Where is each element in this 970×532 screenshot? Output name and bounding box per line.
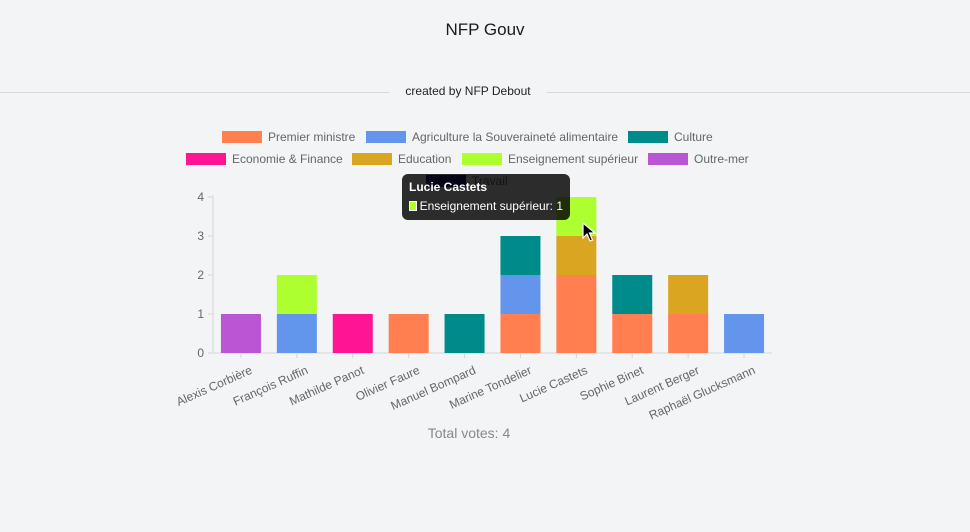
bar-segment-agriculture-la-souverainete-alimentaire — [724, 314, 765, 353]
legend-label: Outre-mer — [694, 152, 749, 166]
bar-segment-agriculture-la-souverainete-alimentaire — [500, 275, 541, 314]
tooltip-row: Enseignement supérieur: 1 — [409, 199, 563, 213]
mouse-pointer-icon — [582, 222, 596, 242]
legend-swatch — [648, 153, 688, 165]
bar-segment-agriculture-la-souverainete-alimentaire — [276, 314, 317, 353]
tooltip-swatch — [409, 201, 417, 211]
legend-item-culture[interactable]: Culture — [628, 130, 713, 144]
bar-segment-economie-finance — [332, 314, 373, 353]
y-tick-label: 3 — [197, 229, 204, 243]
bar-segment-education — [668, 275, 709, 314]
bar-segment-premier-ministre — [500, 314, 541, 353]
y-tick-label: 1 — [197, 307, 204, 321]
legend-label: Premier ministre — [268, 130, 356, 144]
legend-swatch — [222, 131, 262, 143]
legend-label: Education — [398, 152, 452, 166]
bar-segment-enseignement-superieur — [276, 275, 317, 314]
bar-segment-culture — [444, 314, 485, 353]
x-tick-label: Raphaël Glucksmann — [647, 363, 758, 422]
bar-segment-premier-ministre — [388, 314, 429, 353]
tooltip-title: Lucie Castets — [409, 180, 488, 194]
legend-swatch — [462, 153, 502, 165]
legend-swatch — [628, 131, 668, 143]
legend-label: Enseignement supérieur — [508, 152, 639, 166]
chart-tooltip: Lucie Castets Enseignement supérieur: 1 — [402, 174, 570, 220]
y-tick-label: 4 — [197, 190, 204, 204]
bar-segment-culture — [500, 236, 541, 275]
bar-segment-premier-ministre — [612, 314, 653, 353]
page-title: NFP Gouv — [445, 20, 525, 39]
legend-swatch — [186, 153, 226, 165]
bar-segment-culture — [612, 275, 653, 314]
legend-item-economie-finance[interactable]: Economie & Finance — [186, 152, 343, 166]
bar-segment-premier-ministre — [556, 275, 597, 353]
bar-segment-education — [556, 236, 597, 275]
page-subtitle: created by NFP Debout — [390, 84, 546, 98]
legend-item-enseignement-superieur[interactable]: Enseignement supérieur — [462, 152, 638, 166]
y-tick-label: 2 — [197, 268, 204, 282]
legend-label: Agriculture la Souveraineté alimentaire — [412, 130, 619, 144]
legend-swatch — [352, 153, 392, 165]
y-tick-label: 0 — [197, 346, 204, 360]
bar-segment-outre-mer — [220, 314, 261, 353]
bar-segment-premier-ministre — [668, 314, 709, 353]
legend-item-outre-mer[interactable]: Outre-mer — [648, 152, 749, 166]
legend-label: Economie & Finance — [232, 152, 343, 166]
legend-item-education[interactable]: Education — [352, 152, 451, 166]
legend-label: Culture — [674, 130, 713, 144]
legend-item-premier-ministre[interactable]: Premier ministre — [222, 130, 355, 144]
total-votes: Total votes: 4 — [427, 425, 511, 441]
tooltip-label: Enseignement supérieur: 1 — [419, 199, 563, 213]
legend-item-agriculture-la-souverainete-alimentaire[interactable]: Agriculture la Souveraineté alimentaire — [366, 130, 618, 144]
legend-swatch — [366, 131, 406, 143]
